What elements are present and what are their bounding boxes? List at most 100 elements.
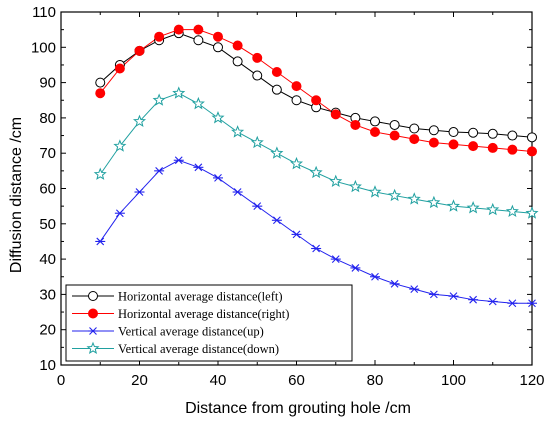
data-point-s2-2	[134, 188, 145, 196]
data-point-s3-6	[211, 111, 225, 124]
data-point-s2-15	[389, 279, 400, 288]
data-point-s1-13	[350, 119, 361, 130]
y-tick-label: 50	[39, 216, 56, 233]
data-point-s0-15	[389, 119, 400, 130]
x-tick-label: 40	[210, 372, 227, 389]
data-point-s0-6	[213, 42, 223, 53]
y-axis-title: Diffusion distance /cm	[8, 117, 25, 273]
x-tick-label: 80	[367, 372, 384, 389]
data-point-s1-14	[370, 127, 380, 138]
data-point-s3-3	[152, 93, 166, 106]
data-point-s2-19	[468, 295, 479, 304]
data-point-s1-8	[252, 52, 263, 63]
data-point-s3-17	[427, 195, 441, 209]
data-point-s2-14	[370, 272, 380, 281]
data-point-s2-16	[409, 285, 420, 293]
data-point-s2-7	[232, 188, 243, 196]
data-point-s0-22	[527, 132, 537, 143]
series-line-0	[99, 32, 533, 138]
data-point-s2-17	[428, 290, 439, 299]
data-point-s0-16	[409, 123, 420, 134]
data-point-s3-20	[486, 202, 500, 216]
data-point-s1-5	[193, 24, 204, 35]
series-line-2	[99, 159, 532, 304]
legend-marker-2	[88, 327, 98, 335]
data-point-s0-9	[271, 84, 282, 95]
data-point-s1-4	[173, 24, 184, 35]
data-point-s3-15	[388, 188, 402, 202]
data-point-s0-5	[193, 35, 204, 46]
y-tick-label: 40	[39, 251, 56, 268]
y-tick-label: 90	[39, 75, 56, 92]
x-tick-label: 20	[131, 372, 148, 389]
data-point-s0-10	[291, 95, 302, 106]
data-point-s1-22	[527, 146, 537, 157]
x-tick-label: 60	[288, 372, 305, 389]
data-point-s2-6	[213, 174, 223, 182]
data-point-s3-8	[250, 135, 264, 149]
data-point-s0-20	[487, 128, 498, 139]
data-point-s1-10	[291, 81, 302, 92]
data-point-s0-19	[468, 127, 479, 138]
data-point-s0-17	[428, 125, 439, 136]
plot-axes: 0 20 40 60 80 100 120 10 20 30 40 50 60 70 80 90 100 110	[31, 4, 545, 389]
data-point-s1-21	[507, 144, 518, 155]
data-point-s1-1	[114, 63, 125, 74]
legend-marker-1	[88, 308, 98, 319]
data-point-s2-18	[448, 292, 459, 301]
data-point-s3-1	[113, 139, 127, 152]
data-point-s3-22	[525, 206, 539, 219]
legend-label-2: Vertical average distance(up)	[118, 325, 264, 339]
data-point-s1-17	[428, 137, 439, 148]
data-point-s2-8	[252, 202, 263, 211]
data-point-s2-9	[271, 216, 282, 225]
data-point-s2-10	[291, 230, 302, 239]
data-point-s3-11	[309, 165, 323, 179]
data-point-s1-2	[134, 45, 145, 56]
data-point-s3-18	[446, 199, 461, 212]
legend-label-0: Horizontal average distance(left)	[118, 290, 283, 304]
data-point-s3-9	[270, 146, 284, 159]
y-tick-label: 70	[39, 145, 56, 162]
data-point-s3-13	[348, 179, 362, 193]
data-point-s2-3	[154, 166, 165, 175]
data-point-s0-8	[252, 70, 263, 81]
data-point-s3-12	[329, 174, 343, 187]
data-point-s2-1	[114, 209, 125, 218]
data-point-s1-3	[154, 31, 165, 42]
data-point-s1-16	[409, 134, 420, 145]
data-point-s3-0	[93, 167, 107, 180]
data-point-s0-0	[95, 77, 106, 88]
series-markers	[93, 24, 539, 308]
data-point-s1-19	[468, 141, 479, 152]
legend-label-1: Horizontal average distance(right)	[118, 307, 289, 321]
legend-marker-3	[86, 341, 100, 355]
data-point-s3-14	[368, 185, 382, 198]
data-point-s3-5	[191, 96, 205, 110]
data-point-s1-11	[311, 95, 322, 106]
y-tick-label: 30	[39, 286, 56, 303]
data-point-s2-13	[350, 264, 361, 272]
legend-marker-0	[88, 291, 98, 301]
legend: Horizontal average distance(left) Horizon…	[65, 284, 353, 362]
data-point-s3-4	[172, 86, 186, 99]
y-tick-label: 10	[39, 357, 56, 374]
data-point-s0-7	[232, 56, 243, 67]
data-point-s2-0	[95, 237, 106, 246]
x-tick-label: 100	[441, 372, 466, 389]
data-point-s1-9	[271, 67, 282, 78]
data-point-s0-14	[370, 116, 380, 127]
data-point-s3-21	[505, 204, 519, 217]
x-axis-title: Distance from grouting hole /cm	[185, 400, 411, 417]
data-point-s2-11	[311, 244, 322, 253]
y-tick-label: 80	[39, 110, 56, 127]
data-point-s2-5	[193, 163, 204, 172]
data-point-s1-20	[487, 142, 498, 153]
data-point-s2-20	[487, 297, 498, 306]
data-point-s0-21	[507, 130, 518, 141]
x-tick-label: 120	[519, 372, 544, 389]
y-tick-label: 110	[32, 4, 56, 21]
data-point-s2-22	[527, 299, 537, 308]
data-point-s2-12	[330, 255, 341, 263]
data-point-s3-19	[466, 201, 480, 214]
